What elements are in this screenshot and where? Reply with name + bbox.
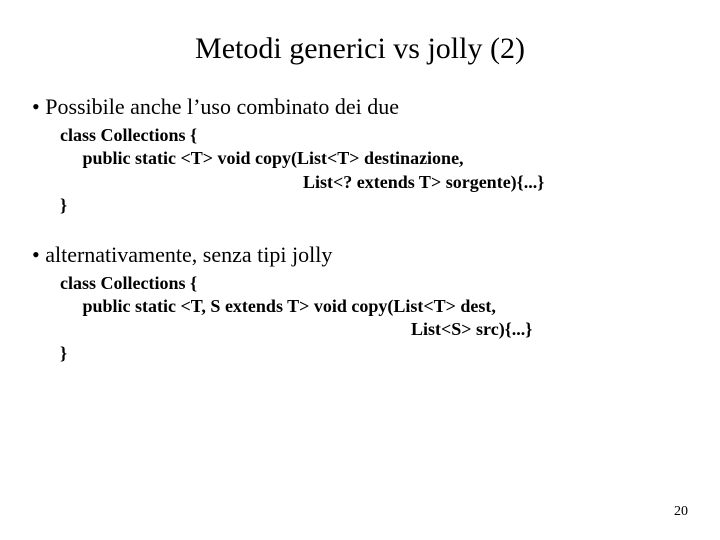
code-line: public static <T> void copy(List<T> dest… (60, 147, 688, 170)
code-block-2: class Collections { public static <T, S … (32, 272, 688, 366)
page-number: 20 (674, 504, 688, 520)
code-line: List<? extends T> sorgente){...} (60, 171, 688, 194)
code-line: List<S> src){...} (60, 318, 688, 341)
slide-body: Possibile anche l’uso combinato dei due … (0, 66, 720, 365)
code-line: } (60, 194, 688, 217)
code-line: class Collections { (60, 124, 688, 147)
code-line: } (60, 342, 688, 365)
bullet-item-1: Possibile anche l’uso combinato dei due (32, 94, 688, 120)
slide: Metodi generici vs jolly (2) Possibile a… (0, 0, 720, 540)
slide-title: Metodi generici vs jolly (2) (0, 0, 720, 66)
code-line: public static <T, S extends T> void copy… (60, 295, 688, 318)
bullet-item-2: alternativamente, senza tipi jolly (32, 242, 688, 268)
code-line: class Collections { (60, 272, 688, 295)
code-block-1: class Collections { public static <T> vo… (32, 124, 688, 218)
